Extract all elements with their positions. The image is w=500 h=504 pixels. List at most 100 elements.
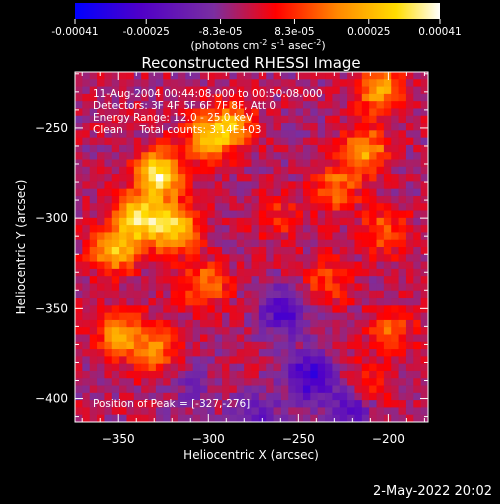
heatmap-cell (251, 254, 260, 262)
heatmap-cell (302, 152, 311, 160)
heatmap-cell (82, 203, 91, 211)
heatmap-cell (97, 93, 105, 102)
heatmap-cell (317, 181, 326, 190)
heatmap-cell (155, 79, 164, 87)
heatmap-cell (251, 392, 260, 401)
heatmap-cell (222, 203, 230, 211)
heatmap-cell (244, 144, 252, 153)
heatmap-cell (200, 79, 208, 87)
heatmap-cell (111, 152, 120, 160)
heatmap-cell (398, 152, 407, 160)
heatmap-cell (126, 137, 135, 146)
heatmap-cell (302, 123, 311, 131)
heatmap-cell (273, 123, 282, 131)
heatmap-cell (229, 79, 238, 87)
heatmap-cell (244, 319, 252, 328)
heatmap-cell (207, 123, 216, 131)
heatmap-cell (325, 188, 333, 197)
heatmap-cell (347, 305, 355, 314)
heatmap-cell (141, 334, 149, 343)
heatmap-cell (214, 247, 223, 255)
heatmap-cell (347, 217, 355, 226)
heatmap-cell (89, 385, 98, 394)
heatmap-cell (266, 283, 274, 292)
heatmap-cell (222, 79, 230, 87)
heatmap-cell (148, 319, 157, 328)
heatmap-cell (288, 378, 297, 386)
heatmap-cell (104, 414, 113, 422)
heatmap-cell (405, 312, 414, 321)
heatmap-cell (126, 385, 135, 394)
heatmap-cell (236, 195, 245, 204)
heatmap-cell (126, 188, 135, 197)
colorbar-tick-label: -8.3e-05 (199, 26, 243, 38)
heatmap-cell (119, 239, 127, 248)
heatmap-cell (369, 414, 377, 422)
heatmap-cell (420, 283, 428, 292)
heatmap-cell (332, 305, 341, 314)
heatmap-cell (354, 298, 363, 306)
heatmap-cell (369, 123, 377, 131)
heatmap-cell (288, 232, 297, 241)
heatmap-cell (258, 312, 267, 321)
heatmap-cell (376, 283, 385, 292)
heatmap-cell (354, 225, 363, 233)
heatmap-cell (251, 210, 260, 219)
heatmap-cell (317, 261, 326, 270)
heatmap-cell (126, 72, 135, 80)
heatmap-cell (361, 254, 370, 262)
heatmap-cell (251, 349, 260, 357)
heatmap-cell (207, 159, 216, 168)
heatmap-cell (75, 341, 83, 350)
heatmap-cell (82, 247, 91, 255)
heatmap-cell (119, 261, 127, 270)
heatmap-cell (170, 115, 179, 124)
unit-part-c: s (267, 39, 276, 52)
heatmap-cell (214, 276, 223, 284)
heatmap-cell (317, 137, 326, 146)
heatmap-cell (369, 261, 377, 270)
heatmap-cell (111, 181, 120, 190)
heatmap-cell (104, 188, 113, 197)
heatmap-cell (347, 261, 355, 270)
heatmap-cell (354, 276, 363, 284)
heatmap-cell (251, 407, 260, 416)
heatmap-cell (207, 115, 216, 124)
heatmap-cell (288, 93, 297, 102)
heatmap-cell (126, 261, 135, 270)
heatmap-cell (163, 268, 171, 277)
heatmap-cell (361, 268, 370, 277)
heatmap-cell (369, 247, 377, 255)
heatmap-cell (126, 283, 135, 292)
heatmap-cell (141, 298, 149, 306)
heatmap-cell (126, 144, 135, 153)
heatmap-cell (280, 137, 289, 146)
heatmap-cell (266, 93, 274, 102)
heatmap-cell (126, 268, 135, 277)
heatmap-cell (361, 341, 370, 350)
heatmap-cell (214, 349, 223, 357)
heatmap-cell (104, 101, 113, 109)
heatmap-cell (310, 108, 319, 117)
heatmap-cell (339, 385, 348, 394)
heatmap-cell (376, 188, 385, 197)
heatmap-cell (97, 305, 105, 314)
heatmap-cell (295, 247, 304, 255)
heatmap-cell (280, 93, 289, 102)
heatmap-cell (126, 210, 135, 219)
heatmap-cell (317, 225, 326, 233)
heatmap-cell (222, 159, 230, 168)
heatmap-cell (185, 378, 194, 386)
heatmap-cell (104, 363, 113, 372)
heatmap-cell (141, 276, 149, 284)
heatmap-cell (222, 210, 230, 219)
heatmap-cell (177, 152, 186, 160)
heatmap-cell (288, 108, 297, 117)
heatmap-cell (155, 123, 164, 131)
heatmap-cell (266, 400, 274, 408)
heatmap-cell (413, 72, 422, 80)
x-axis-label: Heliocentric X (arcsec) (183, 448, 319, 462)
heatmap-cell (111, 210, 120, 219)
heatmap-cell (170, 217, 179, 226)
heatmap-cell (148, 392, 157, 401)
